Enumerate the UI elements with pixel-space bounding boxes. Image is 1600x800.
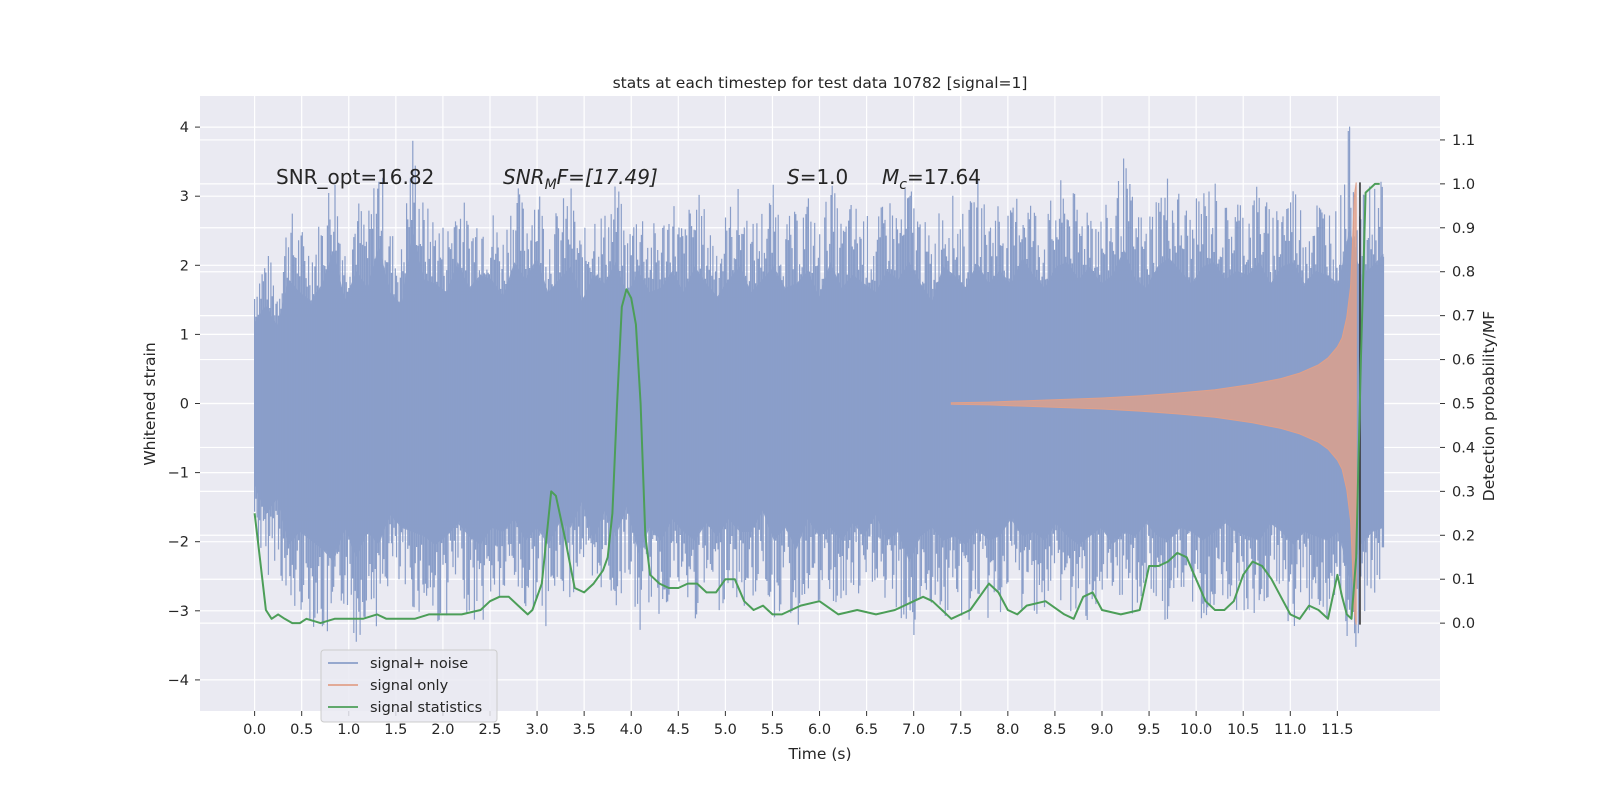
signal-only-trace [950, 182, 1357, 625]
x-tick-label: 10.0 [1180, 722, 1212, 738]
y2-tick-label: 0.0 [1452, 616, 1475, 632]
y2-tick-label: 1.0 [1452, 177, 1475, 193]
y2-tick-label: 0.6 [1452, 353, 1475, 369]
y2-axis-label: Detection probability/MF [1480, 311, 1498, 502]
x-tick-label: 6.5 [855, 722, 878, 738]
annotation-s: S=1.0 [787, 165, 848, 189]
x-tick-label: 0.0 [243, 722, 266, 738]
x-tick-label: 2.0 [431, 722, 454, 738]
x-tick-label: 5.0 [714, 722, 737, 738]
x-tick-label: 11.0 [1274, 722, 1306, 738]
x-tick-label: 7.5 [949, 722, 972, 738]
annotation-snr-opt: SNR_opt=16.82 [276, 165, 434, 189]
x-tick-label: 3.0 [526, 722, 549, 738]
y-tick-label: −1 [168, 466, 189, 482]
x-axis-label: Time (s) [787, 745, 851, 763]
series-signal-only [950, 182, 1357, 625]
x-tick-label: 1.5 [384, 722, 407, 738]
y2-tick-label: 0.1 [1452, 572, 1475, 588]
legend-box [320, 649, 498, 723]
x-tick-label: 8.5 [1043, 722, 1066, 738]
y-tick-label: 4 [180, 120, 189, 136]
y-tick-label: 3 [180, 189, 189, 205]
x-tick-label: 9.5 [1138, 722, 1161, 738]
y-tick-label: 1 [180, 327, 189, 343]
x-tick-label: 1.0 [337, 722, 360, 738]
y-axis-ticks: −4 −3 −2 −1 0 1 2 3 4 [168, 120, 200, 689]
annotation-snr-mf: SNRMF=[17.49] [503, 165, 658, 193]
y-tick-label: −2 [168, 535, 189, 551]
x-tick-label: 10.5 [1227, 722, 1259, 738]
x-tick-label: 9.0 [1090, 722, 1113, 738]
y2-tick-label: 1.1 [1452, 133, 1475, 149]
y2-tick-label: 0.4 [1452, 440, 1475, 456]
y-tick-label: 2 [180, 258, 189, 274]
y2-tick-label: 0.7 [1452, 309, 1475, 325]
y-axis-label: Whitened strain [141, 342, 159, 465]
y2-axis-ticks: 0.0 0.1 0.2 0.3 0.4 0.5 0.6 0.7 0.8 0.9 1.0 1.1 [1440, 133, 1475, 632]
y2-tick-label: 0.8 [1452, 265, 1475, 281]
y2-tick-label: 0.2 [1452, 528, 1475, 544]
x-tick-label: 4.5 [667, 722, 690, 738]
x-tick-label: 7.0 [902, 722, 925, 738]
x-tick-label: 8.0 [996, 722, 1019, 738]
y2-tick-label: 0.5 [1452, 397, 1475, 413]
legend-label-signal-plus-noise: signal+ noise [370, 656, 468, 672]
legend-label-signal-statistics: signal statistics [370, 700, 482, 716]
x-tick-label: 6.0 [808, 722, 831, 738]
annotation-mc: Mc=17.64 [882, 165, 981, 193]
x-tick-label: 2.5 [478, 722, 501, 738]
signal-statistics-line [253, 182, 1380, 625]
series-signal-statistics [253, 182, 1380, 625]
x-tick-label: 11.5 [1321, 722, 1353, 738]
x-tick-label: 0.5 [290, 722, 313, 738]
y-tick-label: −3 [168, 604, 189, 620]
y2-tick-label: 0.3 [1452, 484, 1475, 500]
x-tick-label: 5.5 [761, 722, 784, 738]
x-tick-label: 3.5 [573, 722, 596, 738]
y2-tick-label: 0.9 [1452, 221, 1475, 237]
legend-label-signal-only: signal only [370, 678, 449, 694]
chart-title: stats at each timestep for test data 107… [613, 74, 1028, 92]
x-axis-ticks: 0.0 0.5 1.0 1.5 2.0 2.5 3.0 3.5 4.0 4.5 5.0 5.5 6.0 6… [243, 711, 1354, 738]
y-tick-label: −4 [168, 673, 189, 689]
x-tick-label: 4.0 [620, 722, 643, 738]
legend: signal+ noise signal only signal statist… [320, 649, 498, 723]
y-tick-label: 0 [180, 397, 189, 413]
